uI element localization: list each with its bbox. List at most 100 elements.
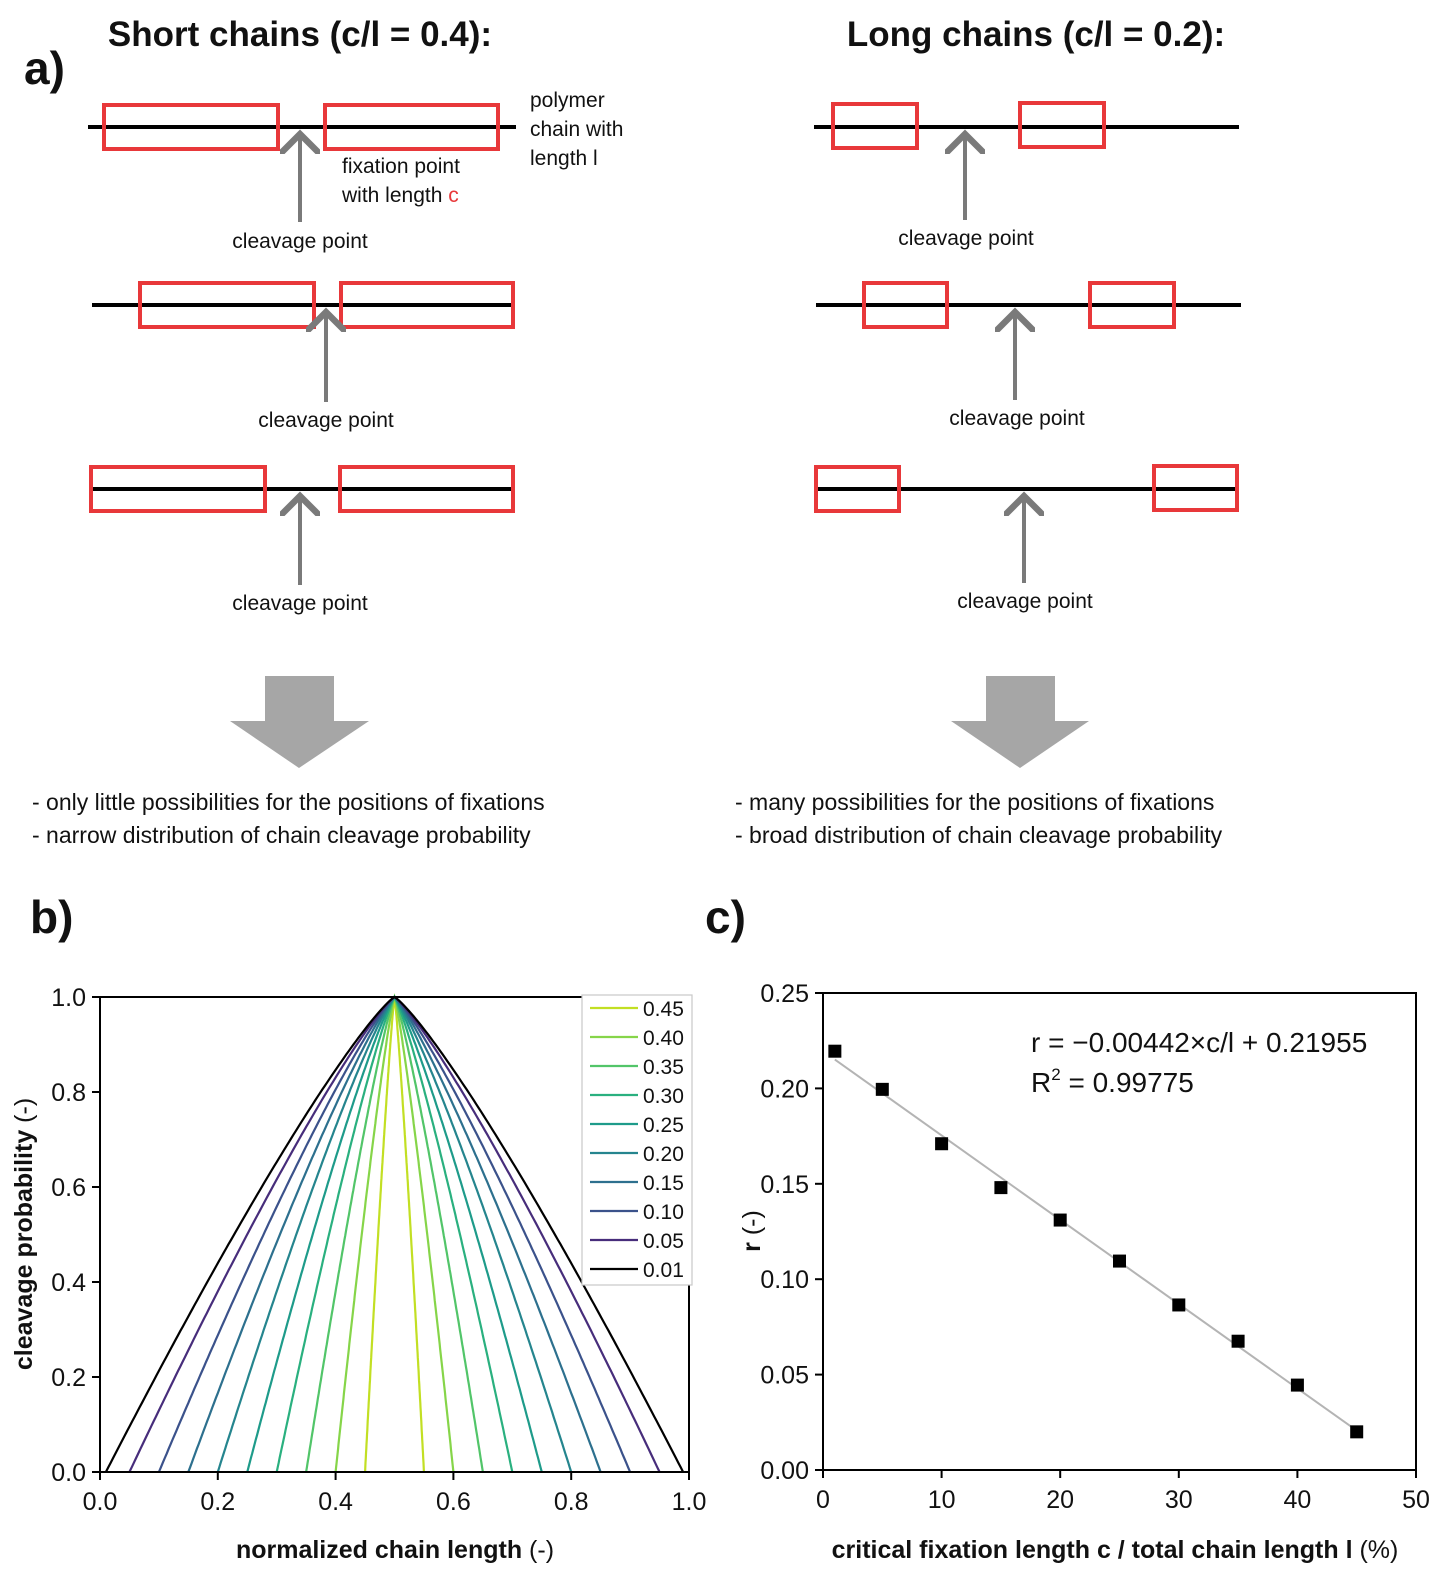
cleavage-point-label: cleavage point — [957, 590, 1093, 613]
big-down-arrow-short — [230, 676, 369, 768]
x-tick-label: 0 — [816, 1486, 830, 1514]
series-line-0.45 — [364, 996, 425, 1473]
legend-box — [581, 994, 693, 1286]
series-line-0.20 — [216, 995, 573, 1473]
fixation-note-prefix: with length — [341, 184, 448, 207]
r2-prefix: R — [1031, 1067, 1051, 1098]
y-tick-label: 0.05 — [760, 1362, 809, 1390]
fixation-box — [1152, 464, 1239, 512]
x-tick-label: 30 — [1165, 1486, 1193, 1514]
r2-superscript: 2 — [1051, 1065, 1060, 1084]
panel-b-x-axis-label-name: normalized chain length — [236, 1536, 522, 1564]
legend-label-0.45: 0.45 — [643, 998, 684, 1021]
fixation-box — [338, 465, 515, 513]
panel-c-y-axis-label-unit: (-) — [738, 1210, 766, 1242]
legend-label-0.05: 0.05 — [643, 1230, 684, 1253]
fit-r-squared: R2 = 0.99775 — [1031, 1065, 1194, 1098]
big-down-arrow-long — [951, 676, 1089, 768]
series-line-0.05 — [128, 995, 661, 1473]
legend-label-0.10: 0.10 — [643, 1201, 684, 1224]
x-tick-label: 0.0 — [83, 1488, 118, 1516]
cleavage-point-label: cleavage point — [232, 592, 368, 615]
data-point — [1231, 1334, 1245, 1348]
panel-c-x-axis-label-unit: (%) — [1353, 1536, 1399, 1564]
panel-c-x-axis-label: critical fixation length c / total chain… — [832, 1536, 1399, 1564]
data-point — [1053, 1213, 1067, 1227]
legend-label-0.15: 0.15 — [643, 1172, 684, 1195]
panel-c-y-axis-label-name: r — [738, 1242, 766, 1252]
x-tick-label: 20 — [1046, 1486, 1074, 1514]
x-tick-label: 0.2 — [200, 1488, 235, 1516]
panel-b-axes: 0.0 0.2 0.4 0.6 0.8 1.0 0.0 0.2 0.4 0.6 0.8 1.0 — [51, 984, 706, 1516]
panel-b-y-axis-label-name: cleavage probability — [10, 1130, 38, 1370]
y-tick-label: 0.6 — [51, 1174, 86, 1202]
data-point — [875, 1082, 889, 1096]
legend-label-0.01: 0.01 — [643, 1259, 684, 1282]
panel-c: c) 0 10 20 30 40 50 0.00 0.05 0.10 0.15 0.20 0.25 r… — [705, 891, 1430, 1564]
y-tick-label: 0.8 — [51, 1079, 86, 1107]
legend-label-0.25: 0.25 — [643, 1114, 684, 1137]
fit-equation: r = −0.00442×c/l + 0.21955 — [1031, 1027, 1367, 1058]
chain-note-line-3: length l — [530, 147, 598, 170]
panel-b-x-axis-label: normalized chain length (-) — [236, 1536, 554, 1564]
fixation-note-line-1: fixation point — [342, 155, 460, 178]
fixation-box — [138, 281, 316, 329]
cleavage-point-label: cleavage point — [258, 409, 394, 432]
short-chains-title: Short chains (c/l = 0.4): — [108, 15, 492, 54]
panel-c-fit-line — [834, 1058, 1358, 1432]
panel-a: a) Short chains (c/l = 0.4): Long chains… — [24, 15, 1241, 848]
y-tick-label: 0.10 — [760, 1266, 809, 1294]
panel-b-label: b) — [30, 891, 73, 943]
short-bullet-2: - narrow distribution of chain cleavage … — [32, 822, 531, 848]
fixation-box — [339, 281, 515, 329]
r2-value: = 0.99775 — [1061, 1067, 1194, 1098]
series-line-0.10 — [157, 995, 632, 1473]
legend-label-0.20: 0.20 — [643, 1143, 684, 1166]
x-tick-label: 1.0 — [672, 1488, 707, 1516]
x-tick-label: 0.6 — [436, 1488, 471, 1516]
panel-c-y-axis-label: r (-) — [738, 1210, 766, 1252]
panel-c-label: c) — [705, 891, 746, 943]
fixation-box — [862, 281, 949, 329]
series-line-0.15 — [187, 995, 602, 1473]
fixation-box — [89, 465, 267, 513]
panel-c-points — [828, 1044, 1364, 1439]
data-point — [1172, 1298, 1186, 1312]
long-bullet-2: - broad distribution of chain cleavage p… — [735, 822, 1223, 848]
series-line-0.35 — [305, 994, 484, 1473]
y-tick-label: 0.00 — [760, 1457, 809, 1485]
panel-c-plot-frame — [822, 992, 1417, 1471]
y-tick-label: 0.15 — [760, 1171, 809, 1199]
panel-c-axes: 0 10 20 30 40 50 0.00 0.05 0.10 0.15 0.20 0.25 — [760, 980, 1430, 1514]
data-point — [994, 1181, 1008, 1195]
fixation-box — [102, 103, 280, 151]
data-point — [1290, 1378, 1304, 1392]
panel-b: b) 0.0 0.2 0.4 0.6 0.8 1.00.00.20.40.60.81.0 … — [10, 891, 706, 1564]
x-tick-label: 0.8 — [554, 1488, 589, 1516]
long-bullet-1: - many possibilities for the positions o… — [735, 789, 1214, 815]
x-tick-label: 40 — [1283, 1486, 1311, 1514]
fixation-note-c: c — [448, 184, 459, 207]
y-tick-label: 0.2 — [51, 1364, 86, 1392]
fixation-box — [814, 465, 901, 513]
cleavage-point-label: cleavage point — [949, 407, 1085, 430]
legend-label-0.35: 0.35 — [643, 1056, 684, 1079]
y-tick-label: 1.0 — [51, 984, 86, 1012]
cleavage-point-label: cleavage point — [232, 230, 368, 253]
legend-label-0.30: 0.30 — [643, 1085, 684, 1108]
data-point — [935, 1137, 949, 1151]
panel-b-y-axis-label: cleavage probability (-) — [10, 1098, 38, 1370]
panel-a-label: a) — [24, 42, 65, 94]
x-tick-label: 50 — [1402, 1486, 1430, 1514]
y-tick-label: 0.4 — [51, 1269, 86, 1297]
chain-note-line-2: chain with — [530, 118, 623, 141]
panel-b-x-axis-label-unit: (-) — [522, 1536, 554, 1564]
y-tick-label: 0.25 — [760, 980, 809, 1008]
x-tick-label: 0.4 — [318, 1488, 353, 1516]
cleavage-point-label: cleavage point — [898, 227, 1034, 250]
long-chains-title: Long chains (c/l = 0.2): — [847, 15, 1225, 54]
chain-note-line-1: polymer — [530, 89, 605, 112]
data-point — [1113, 1254, 1126, 1268]
panel-b-y-axis-label-unit: (-) — [10, 1098, 38, 1130]
